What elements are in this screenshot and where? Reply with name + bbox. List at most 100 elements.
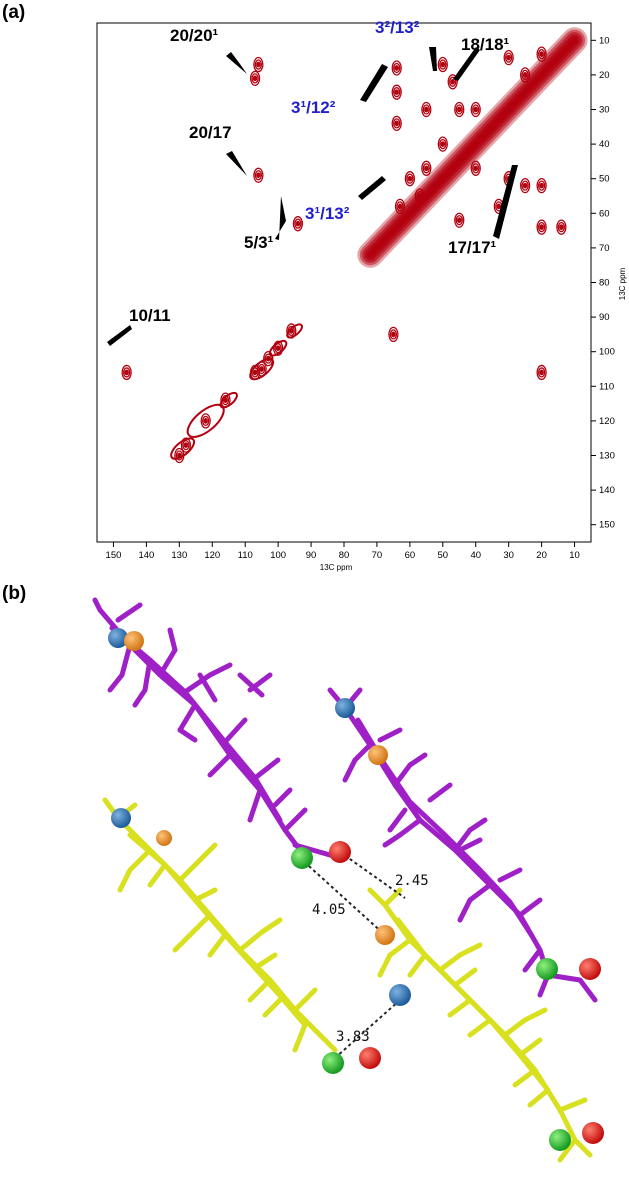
contour-level	[472, 163, 480, 174]
y-tick-label: 70	[599, 243, 610, 254]
annotation-5-3-1: 5/3¹	[244, 233, 274, 252]
blue-atom	[335, 698, 355, 718]
contour-level	[263, 350, 274, 367]
cross-peak	[391, 60, 402, 76]
cross-peak	[454, 212, 465, 228]
x-tick-label: 80	[339, 550, 350, 561]
green-atom	[549, 1129, 571, 1151]
diagonal-blob	[170, 437, 196, 460]
contour-level	[472, 104, 480, 115]
cross-peak	[519, 67, 531, 83]
red-atom	[582, 1122, 604, 1144]
contour-level	[455, 104, 463, 115]
contour-level	[539, 182, 544, 189]
contour-level	[559, 224, 564, 230]
orange-atom	[375, 925, 395, 945]
cross-peak	[121, 364, 132, 381]
cross-peak	[414, 188, 425, 204]
contour-level	[396, 201, 404, 212]
contour-level	[253, 167, 264, 183]
cross-peak	[454, 101, 465, 118]
contour-level	[121, 364, 132, 381]
contour-level	[393, 87, 401, 98]
contour-level	[455, 215, 463, 226]
contour-level	[253, 56, 264, 73]
contour-level	[393, 62, 401, 74]
x-tick-label: 90	[306, 550, 317, 561]
molecular-structure-render: 2.45 4.05 3.83	[92, 597, 604, 1163]
contour-level	[294, 218, 302, 229]
cross-peak	[391, 115, 402, 131]
cross-peak	[253, 56, 264, 73]
y-tick-label: 40	[599, 139, 610, 150]
contour-level	[457, 106, 462, 113]
x-tick-label: 50	[438, 550, 449, 561]
contour-level	[536, 364, 547, 381]
contour-level	[522, 72, 528, 78]
contour-level	[437, 136, 448, 152]
contour-level	[496, 203, 502, 210]
cross-peak	[253, 167, 264, 183]
contour-level	[437, 56, 448, 73]
contour-level	[259, 366, 264, 372]
green-atom	[291, 847, 313, 869]
contour-level	[391, 331, 396, 338]
contour-level	[251, 73, 259, 84]
contour-level	[295, 220, 301, 227]
x-axis-title: 13C ppm	[320, 563, 353, 572]
contour-level	[422, 163, 430, 174]
contour-level	[447, 74, 458, 90]
contour-level	[414, 188, 425, 204]
atom-spheres	[108, 628, 604, 1151]
yellow-molecule-right	[367, 887, 593, 1163]
y-tick-label: 20	[599, 70, 610, 81]
contour-level	[391, 115, 402, 131]
annotation-3-2-13-2: 3²/13²	[375, 18, 420, 37]
y-axis-ticks: 10 20 30 40 50 60 70 80 90 100 110 120 130 140 150	[591, 35, 615, 531]
contour-level	[124, 369, 129, 376]
contour-level	[258, 363, 266, 375]
cross-peak	[394, 198, 406, 215]
contour-level	[506, 54, 511, 61]
y-tick-label: 50	[599, 174, 610, 185]
y-axis-title: 13C ppm	[618, 267, 627, 300]
y-tick-label: 130	[599, 451, 615, 462]
contour-level	[521, 69, 529, 81]
green-atom	[536, 958, 558, 980]
green-atom	[322, 1052, 344, 1074]
contour-layer	[121, 27, 588, 464]
nmr-correlation-spectrum: 150 140 130 120 110 100 90 80 70 60 50 40 30 20 10 10 2…	[96, 18, 627, 572]
cross-peak	[536, 46, 547, 62]
cross-peak	[536, 177, 547, 194]
cross-peak	[180, 437, 192, 453]
contour-level	[556, 219, 567, 235]
annotation-17-17-1: 17/17¹	[448, 238, 497, 257]
contour-level	[539, 51, 544, 57]
x-tick-label: 70	[372, 550, 383, 561]
contour-level	[539, 369, 544, 376]
annotations: 20/20¹ 20/17 5/3¹ 10/11 3²/13² 3¹/12² 3¹…	[129, 18, 510, 325]
contour-level	[450, 78, 455, 85]
yellow-molecule-left	[102, 797, 338, 1053]
cross-peak	[447, 74, 458, 90]
x-tick-label: 140	[138, 550, 154, 561]
cross-peak	[437, 56, 448, 73]
contour-level	[249, 70, 261, 87]
contour-level	[473, 106, 478, 113]
contour-level	[537, 180, 546, 191]
contour-level	[536, 46, 547, 62]
y-tick-label: 10	[599, 35, 610, 46]
contour-level	[180, 437, 192, 453]
cross-peak	[503, 49, 514, 66]
cross-peak	[437, 136, 448, 152]
annotation-20-17: 20/17	[189, 123, 232, 142]
annotation-20-20-1: 20/20¹	[170, 26, 219, 45]
panel-b-label: (b)	[2, 583, 27, 604]
contour-level	[256, 172, 261, 179]
orange-atom	[368, 745, 388, 765]
cross-peak	[536, 219, 547, 235]
contour-level	[292, 216, 304, 232]
cross-peak	[249, 70, 261, 87]
x-tick-label: 110	[238, 550, 253, 561]
contour-level	[254, 170, 263, 181]
